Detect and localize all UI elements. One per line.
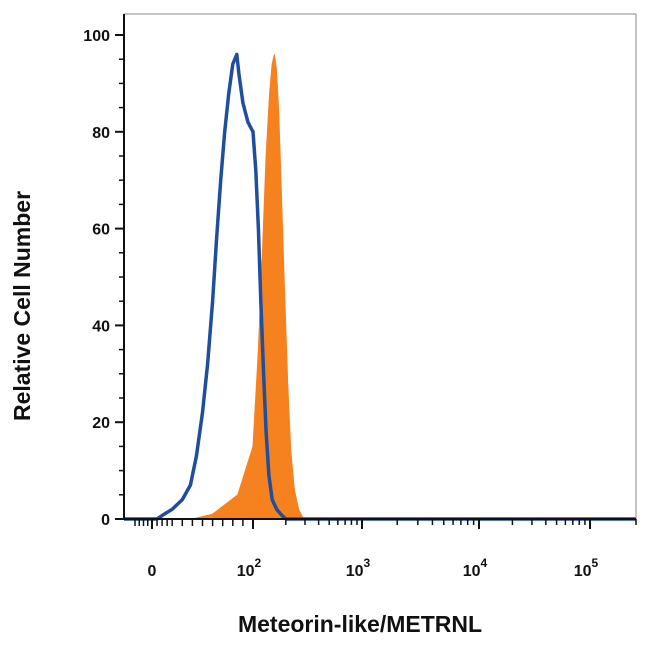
- series-layer: [124, 52, 636, 521]
- y-tick-label: 80: [92, 125, 110, 142]
- y-tick-label: 0: [101, 512, 110, 529]
- y-tick-label: 40: [92, 318, 110, 335]
- y-axis-title: Relative Cell Number: [9, 191, 35, 421]
- x-axis-title: Meteorin-like/METRNL: [238, 611, 482, 637]
- y-tick-label: 100: [83, 28, 110, 45]
- x-tick-label: 103: [346, 556, 371, 580]
- x-tick-label: 105: [574, 556, 599, 580]
- axis-ticks: [115, 34, 637, 529]
- series-filled-histogram: [192, 54, 305, 520]
- x-tick-label: 0: [148, 563, 157, 580]
- y-tick-label: 60: [92, 222, 110, 239]
- plot-frame: [123, 13, 637, 520]
- series-outline-histogram: [156, 52, 288, 521]
- x-tick-label: 104: [463, 556, 488, 580]
- tick-labels: 0 20 40 60 80 100 0 102 103 104 105: [83, 28, 598, 580]
- x-tick-label: 102: [237, 556, 262, 580]
- y-tick-label: 20: [92, 415, 110, 432]
